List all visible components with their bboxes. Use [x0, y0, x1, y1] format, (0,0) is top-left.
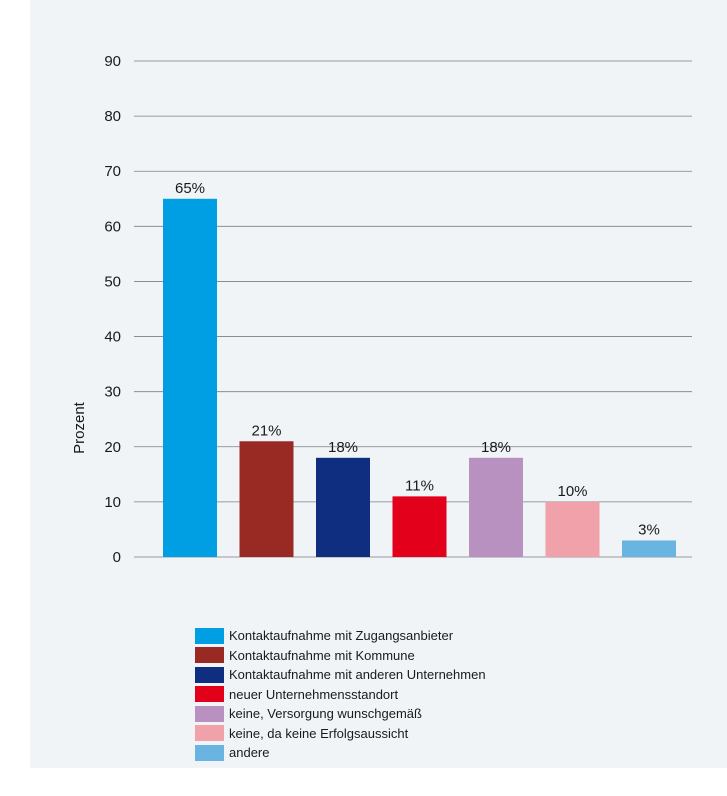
bar-2 — [239, 441, 294, 557]
y-axis-ticks: 0 10 20 30 40 50 60 70 80 90 — [104, 53, 121, 566]
legend-item: Kontaktaufnahme mit Kommune — [195, 646, 486, 666]
y-tick-label: 60 — [104, 218, 121, 235]
legend-swatch — [195, 705, 224, 722]
data-label-7: 3% — [638, 521, 660, 538]
legend-item: keine, Versorgung wunschgemäß — [195, 704, 486, 724]
data-label-4: 11% — [405, 477, 434, 494]
legend-swatch — [195, 647, 224, 664]
legend-swatch — [195, 666, 224, 683]
data-label-1: 65% — [175, 180, 205, 197]
y-tick-label: 90 — [104, 53, 121, 70]
y-tick-label: 10 — [104, 494, 121, 511]
legend-swatch — [195, 744, 224, 761]
legend-swatch — [195, 627, 224, 644]
y-tick-label: 50 — [104, 273, 121, 290]
legend-label: andere — [229, 745, 270, 761]
chart-panel — [30, 0, 727, 768]
legend: Kontaktaufnahme mit Zugangsanbieter Konta… — [195, 626, 486, 763]
y-axis-title: Prozent — [71, 401, 88, 454]
y-tick-label: 70 — [104, 163, 121, 180]
y-tick-label: 20 — [104, 439, 121, 456]
legend-label: Kontaktaufnahme mit Kommune — [229, 647, 415, 663]
legend-item: neuer Unternehmensstandort — [195, 685, 486, 705]
legend-item: Kontaktaufnahme mit anderen Unternehmen — [195, 665, 486, 685]
data-label-2: 21% — [251, 422, 281, 439]
bar-4 — [392, 496, 447, 557]
legend-item: keine, da keine Erfolgsaussicht — [195, 724, 486, 744]
legend-label: Kontaktaufnahme mit anderen Unternehmen — [229, 667, 486, 683]
bar-5 — [469, 457, 523, 557]
bars — [163, 198, 676, 557]
data-label-5: 18% — [481, 439, 511, 456]
legend-swatch — [195, 725, 224, 742]
data-labels: 65% 21% 18% 11% 18% 10% 3% — [175, 180, 660, 539]
bar-7 — [622, 540, 676, 557]
y-tick-label: 80 — [104, 108, 121, 125]
y-tick-label: 40 — [104, 329, 121, 346]
bar-3 — [316, 457, 370, 557]
y-tick-label: 0 — [113, 549, 121, 566]
legend-swatch — [195, 686, 224, 703]
legend-label: Kontaktaufnahme mit Zugangsanbieter — [229, 628, 454, 644]
legend-label: neuer Unternehmensstandort — [229, 686, 399, 702]
data-label-3: 18% — [328, 439, 358, 456]
legend-item: Kontaktaufnahme mit Zugangsanbieter — [195, 626, 486, 646]
legend-item: andere — [195, 743, 486, 763]
y-tick-label: 30 — [104, 384, 121, 401]
bar-6 — [545, 501, 600, 557]
bar-1 — [163, 198, 217, 557]
legend-label: keine, da keine Erfolgsaussicht — [229, 725, 409, 741]
legend-label: keine, Versorgung wunschgemäß — [229, 706, 422, 722]
data-label-6: 10% — [557, 483, 587, 500]
